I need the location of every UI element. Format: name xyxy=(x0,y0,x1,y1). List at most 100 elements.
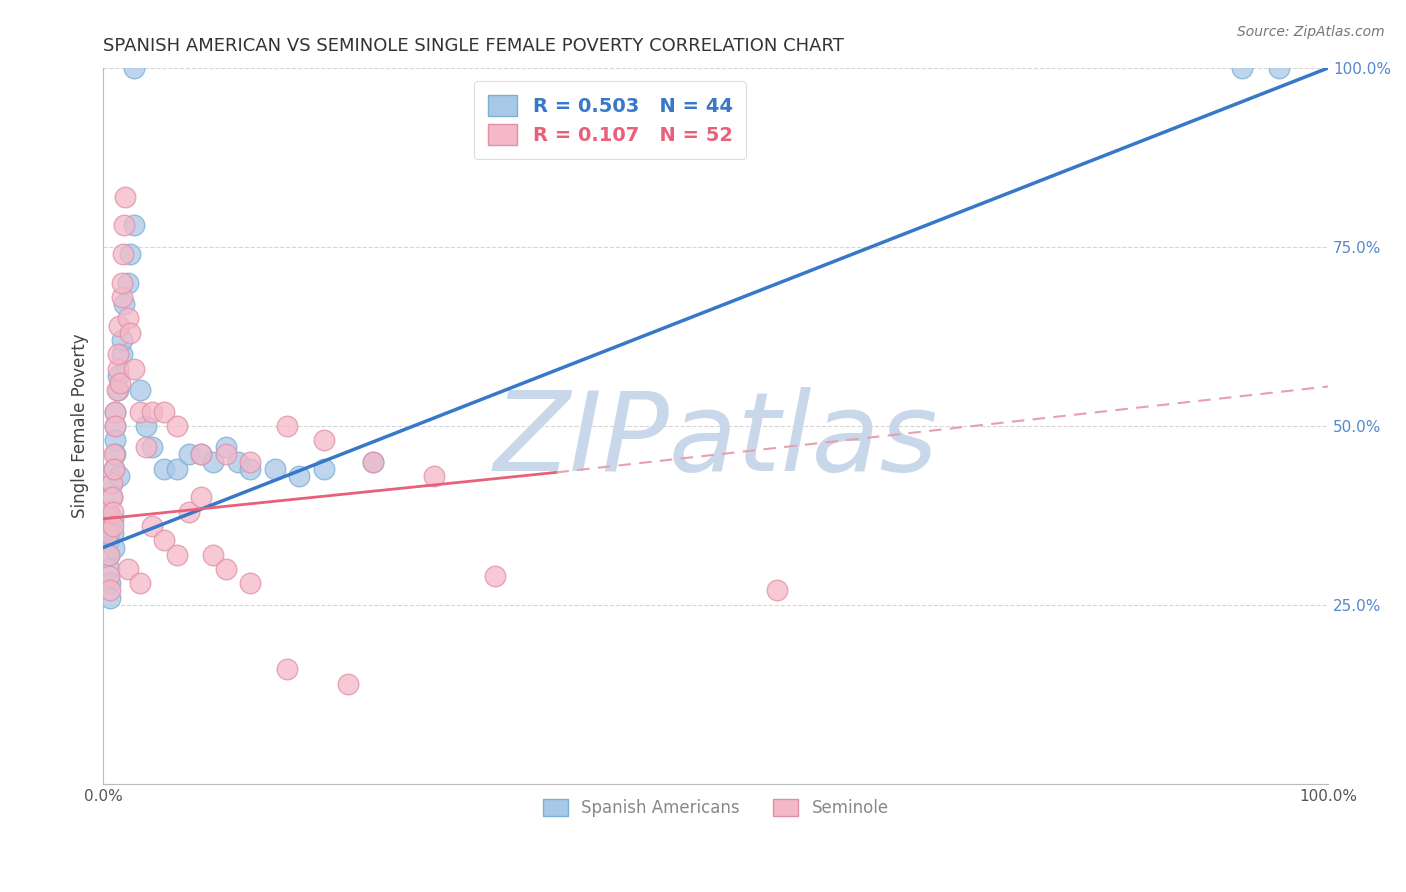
Point xyxy=(141,519,163,533)
Text: ZIPatlas: ZIPatlas xyxy=(494,386,938,493)
Point xyxy=(135,418,157,433)
Point xyxy=(107,361,129,376)
Point xyxy=(239,455,262,469)
Point xyxy=(105,383,128,397)
Point xyxy=(98,548,121,562)
Point xyxy=(111,247,134,261)
Point xyxy=(98,562,121,576)
Point xyxy=(190,448,212,462)
Point xyxy=(122,61,145,75)
Point xyxy=(98,519,121,533)
Point xyxy=(114,190,136,204)
Point xyxy=(100,491,122,505)
Point xyxy=(112,297,135,311)
Point xyxy=(120,247,142,261)
Point xyxy=(1232,61,1254,75)
Point xyxy=(100,491,122,505)
Point xyxy=(108,469,131,483)
Point xyxy=(141,404,163,418)
Point xyxy=(361,455,384,469)
Point xyxy=(100,476,122,491)
Point xyxy=(96,505,118,519)
Point xyxy=(101,519,124,533)
Point xyxy=(166,462,188,476)
Point xyxy=(117,562,139,576)
Point xyxy=(101,526,124,541)
Legend: Spanish Americans, Seminole: Spanish Americans, Seminole xyxy=(534,790,897,825)
Point xyxy=(107,347,129,361)
Point xyxy=(263,462,285,476)
Point xyxy=(153,462,176,476)
Point xyxy=(110,290,132,304)
Point xyxy=(1268,61,1291,75)
Point xyxy=(190,448,212,462)
Point xyxy=(166,548,188,562)
Point xyxy=(120,326,142,340)
Point xyxy=(214,562,236,576)
Point xyxy=(101,505,124,519)
Point xyxy=(153,533,176,548)
Point xyxy=(104,433,127,447)
Point xyxy=(423,469,446,483)
Point xyxy=(104,404,127,418)
Text: SPANISH AMERICAN VS SEMINOLE SINGLE FEMALE POVERTY CORRELATION CHART: SPANISH AMERICAN VS SEMINOLE SINGLE FEMA… xyxy=(103,37,844,55)
Point xyxy=(100,591,122,605)
Point xyxy=(112,219,135,233)
Point xyxy=(166,418,188,433)
Text: Source: ZipAtlas.com: Source: ZipAtlas.com xyxy=(1237,25,1385,39)
Point xyxy=(98,505,121,519)
Point xyxy=(202,455,225,469)
Point xyxy=(239,462,262,476)
Point xyxy=(117,276,139,290)
Point xyxy=(110,376,132,390)
Point xyxy=(128,383,150,397)
Point xyxy=(98,533,121,548)
Y-axis label: Single Female Poverty: Single Female Poverty xyxy=(72,334,89,518)
Point xyxy=(117,311,139,326)
Point xyxy=(361,455,384,469)
Point xyxy=(103,462,125,476)
Point xyxy=(104,418,127,433)
Point xyxy=(104,448,127,462)
Point xyxy=(103,448,125,462)
Point xyxy=(97,526,120,541)
Point xyxy=(337,676,360,690)
Point xyxy=(135,440,157,454)
Point xyxy=(104,404,127,418)
Point xyxy=(107,383,129,397)
Point xyxy=(98,548,121,562)
Point xyxy=(177,505,200,519)
Point xyxy=(110,347,132,361)
Point xyxy=(107,368,129,383)
Point xyxy=(190,491,212,505)
Point xyxy=(226,455,249,469)
Point xyxy=(276,418,298,433)
Point xyxy=(103,541,125,555)
Point xyxy=(100,583,122,598)
Point xyxy=(214,448,236,462)
Point xyxy=(128,576,150,591)
Point xyxy=(100,576,122,591)
Point xyxy=(312,433,335,447)
Point xyxy=(101,512,124,526)
Point xyxy=(766,583,789,598)
Point xyxy=(484,569,506,583)
Point xyxy=(98,569,121,583)
Point xyxy=(108,318,131,333)
Point xyxy=(276,662,298,676)
Point xyxy=(122,361,145,376)
Point xyxy=(214,440,236,454)
Point xyxy=(104,418,127,433)
Point xyxy=(153,404,176,418)
Point xyxy=(177,448,200,462)
Point xyxy=(141,440,163,454)
Point xyxy=(288,469,311,483)
Point xyxy=(110,276,132,290)
Point xyxy=(110,333,132,347)
Point xyxy=(239,576,262,591)
Point xyxy=(202,548,225,562)
Point xyxy=(100,476,122,491)
Point xyxy=(103,462,125,476)
Point xyxy=(312,462,335,476)
Point xyxy=(122,219,145,233)
